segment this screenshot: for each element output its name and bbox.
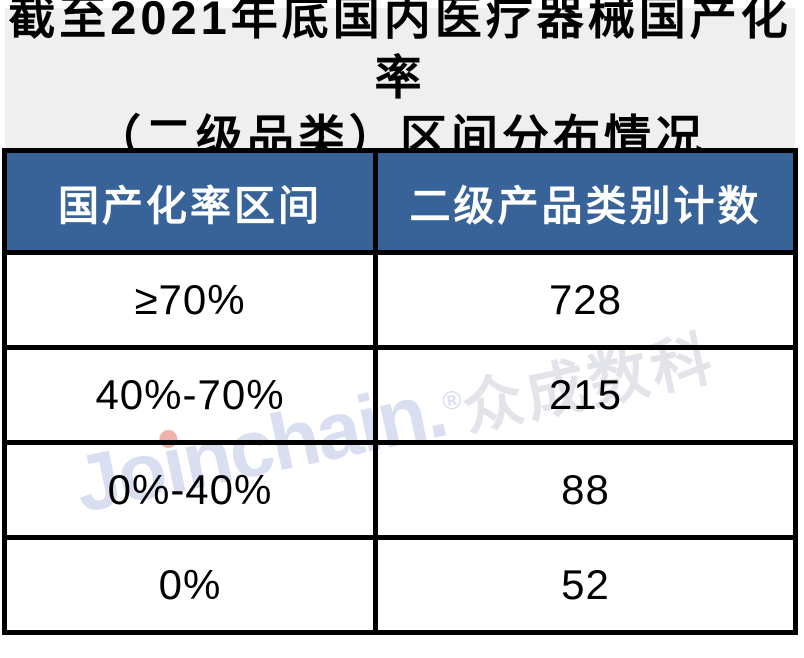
column-header-category-count: 二级产品类别计数 [409, 182, 762, 229]
cell-category-count: 215 [548, 371, 623, 418]
table-header-row: 国产化率区间 二级产品类别计数 [7, 153, 793, 250]
cell-rate-range: 0% [7, 540, 378, 630]
cell-category-count: 88 [561, 466, 610, 513]
table-row: 0% 52 [7, 535, 793, 630]
column-header-rate-range: 国产化率区间 [7, 153, 378, 250]
table-row: 40%-70% 215 [7, 345, 793, 440]
title-line-1: 截至2021年底国内医疗器械国产化率 [8, 0, 792, 104]
cell-rate-range: ≥70% [7, 255, 378, 345]
cell-category-count: 728 [548, 276, 623, 323]
cell-category-count: 52 [561, 561, 610, 608]
page-title: 截至2021年底国内医疗器械国产化率 （二级品类）区间分布情况 [5, 0, 795, 164]
cell-rate-range: 40%-70% [7, 350, 378, 440]
table-row: ≥70% 728 [7, 250, 793, 345]
cell-rate-range: 0%-40% [7, 445, 378, 535]
table-row: 0%-40% 88 [7, 440, 793, 535]
localization-rate-table: 国产化率区间 二级产品类别计数 ≥70% 728 40%-70% 215 0%-… [2, 148, 798, 635]
